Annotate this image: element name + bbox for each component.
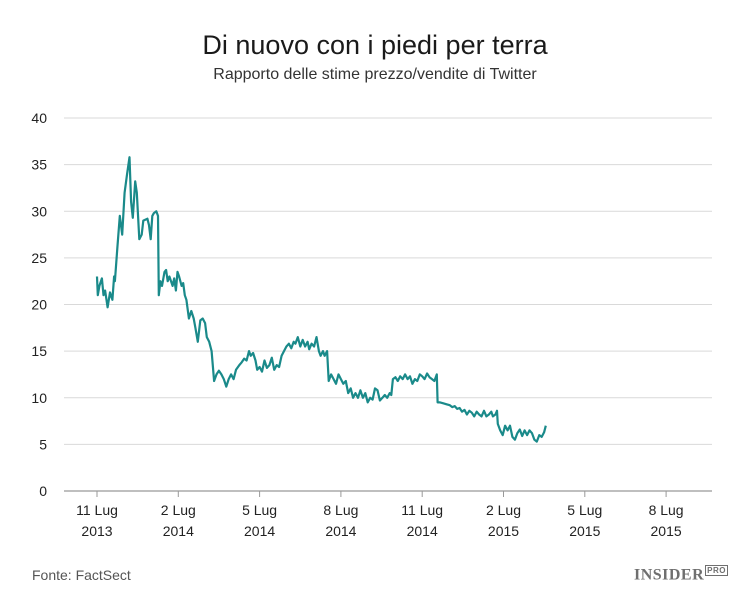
x-tick-label: 8 Lug [649,502,684,518]
brand-logo: INSIDER PRO [633,565,728,584]
x-tick-label: 11 Lug [401,502,443,518]
x-tick-label-year: 2014 [244,523,275,539]
y-tick-label: 30 [31,203,47,219]
y-tick-label: 25 [31,250,47,266]
x-tick-label-year: 2015 [488,523,519,539]
grid-lines [64,117,712,492]
x-tick-label: 11 Lug [76,502,118,518]
y-tick-label: 10 [31,390,47,406]
x-tick-label-year: 2014 [163,523,194,539]
x-tick-label-year: 2014 [325,523,356,539]
series-line [95,156,547,443]
y-tick-label: 15 [31,343,47,359]
brand-suffix: PRO [705,565,728,576]
chart-title: Di nuovo con i piedi per terra [202,30,548,60]
y-tick-label: 5 [39,436,47,452]
x-tick-label-year: 2013 [81,523,112,539]
x-tick-label: 5 Lug [242,502,277,518]
x-tick-label-year: 2014 [407,523,438,539]
x-tick-label-year: 2015 [651,523,682,539]
x-tick-label: 5 Lug [567,502,602,518]
y-tick-label: 0 [39,483,47,499]
chart-subtitle: Rapporto delle stime prezzo/vendite di T… [213,66,537,83]
x-tick-label-year: 2015 [569,523,600,539]
brand-name: INSIDER [633,566,705,584]
y-tick-label: 20 [31,297,47,313]
y-axis-ticks: 0 5 10 15 20 25 30 35 40 [31,110,47,499]
source-note: Fonte: FactSect [32,567,131,583]
x-tick-label: 2 Lug [161,502,196,518]
x-axis: 11 Lug 2013 2 Lug 2014 5 Lug 2014 8 Lug 2014 11 … [76,491,684,539]
x-tick-label: 2 Lug [486,502,521,518]
y-tick-label: 35 [31,157,47,173]
y-tick-label: 40 [31,110,47,126]
x-tick-label: 8 Lug [323,502,358,518]
series-layer [95,156,547,443]
